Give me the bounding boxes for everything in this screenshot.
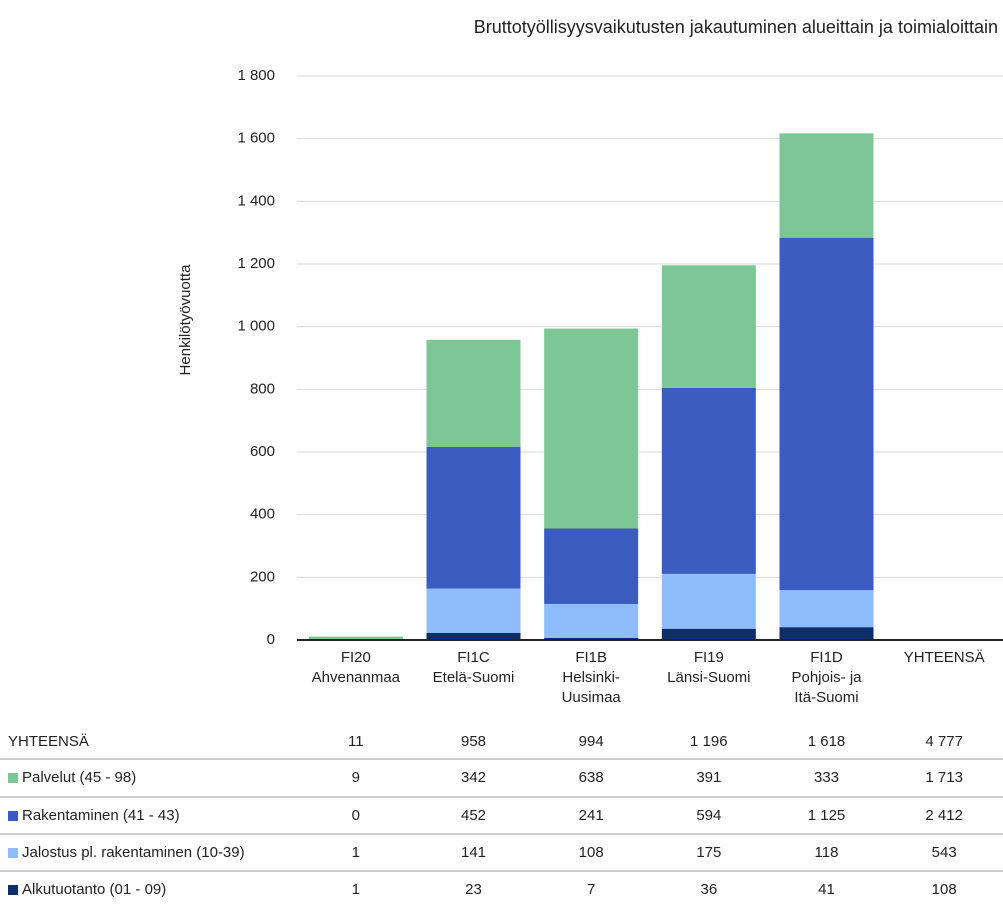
x-tick-label: Pohjois- ja — [791, 669, 862, 686]
x-tick-label: FI19 — [694, 649, 724, 666]
y-tick-label: 200 — [250, 568, 275, 585]
x-tick-label: Länsi-Suomi — [667, 669, 750, 686]
table-cell: 36 — [700, 881, 717, 898]
table-row-label: YHTEENSÄ — [8, 733, 89, 750]
table-cell: 452 — [461, 807, 486, 824]
table-cell: 2 412 — [925, 807, 963, 824]
table-cell: 638 — [579, 769, 604, 786]
table-cell: 594 — [696, 807, 721, 824]
bar-segment — [662, 388, 756, 574]
bar-segment — [662, 574, 756, 629]
table-cell: 0 — [352, 807, 360, 824]
bar-segment — [544, 329, 638, 529]
y-tick-label: 0 — [267, 631, 275, 648]
table-cell: 118 — [815, 844, 839, 861]
legend-swatch — [8, 848, 18, 858]
bar-segment — [427, 633, 521, 640]
y-tick-label: 1 400 — [237, 192, 275, 209]
table-cell: 958 — [461, 733, 486, 750]
bar-segment — [662, 629, 756, 640]
table-cell: 175 — [696, 844, 721, 861]
legend-label: Alkutuotanto (01 - 09) — [22, 881, 166, 898]
table-cell: 108 — [932, 881, 957, 898]
bar-segment — [780, 590, 874, 627]
table-cell: 23 — [465, 881, 482, 898]
x-tick-label: FI1B — [575, 649, 607, 666]
table-cell: 342 — [461, 769, 486, 786]
table-cell: 141 — [461, 844, 486, 861]
legend-label: Rakentaminen (41 - 43) — [22, 807, 180, 824]
table-cell: 241 — [579, 807, 604, 824]
table-cell: 1 618 — [808, 733, 846, 750]
table-cell: 1 — [352, 881, 360, 898]
table-cell: 994 — [579, 733, 604, 750]
bar-segment — [544, 604, 638, 638]
y-tick-label: 1 600 — [237, 130, 275, 147]
x-tick-label: Itä-Suomi — [794, 689, 858, 706]
table-cell: 391 — [696, 769, 721, 786]
y-tick-label: 800 — [250, 380, 275, 397]
bar-segment — [780, 238, 874, 591]
bar-segment — [544, 528, 638, 604]
table-cell: 1 713 — [925, 769, 963, 786]
x-tick-label: FI20 — [341, 649, 371, 666]
bar-segment — [780, 627, 874, 640]
y-tick-label: 600 — [250, 443, 275, 460]
table-cell: 4 777 — [925, 733, 963, 750]
x-tick-label: FI1D — [810, 649, 843, 666]
table-cell: 41 — [818, 881, 835, 898]
legend-label: Jalostus pl. rakentaminen (10-39) — [22, 844, 245, 861]
bar-segment — [427, 447, 521, 589]
table-cell: 1 — [352, 844, 360, 861]
y-tick-label: 1 200 — [237, 255, 275, 272]
x-tick-label: YHTEENSÄ — [904, 649, 985, 666]
bar-segment — [427, 589, 521, 633]
x-tick-label: FI1C — [457, 649, 490, 666]
legend-label: Palvelut (45 - 98) — [22, 769, 136, 786]
chart-title: Bruttotyöllisyysvaikutusten jakautuminen… — [474, 17, 998, 37]
x-tick-label: Etelä-Suomi — [433, 669, 515, 686]
table-cell: 7 — [587, 881, 595, 898]
table-cell: 9 — [352, 769, 360, 786]
table-cell: 1 196 — [690, 733, 728, 750]
x-tick-label: Ahvenanmaa — [312, 669, 401, 686]
table-cell: 1 125 — [808, 807, 846, 824]
legend-swatch — [8, 773, 18, 783]
y-tick-label: 400 — [250, 506, 275, 523]
legend-swatch — [8, 885, 18, 895]
table-cell: 333 — [814, 769, 839, 786]
table-cell: 11 — [348, 733, 364, 750]
y-tick-label: 1 000 — [237, 318, 275, 335]
bar-segment — [309, 637, 403, 640]
bar-segment — [780, 133, 874, 237]
y-axis-label: Henkilötyövuotta — [177, 264, 194, 376]
y-tick-label: 1 800 — [237, 67, 275, 84]
bar-segment — [662, 265, 756, 388]
table-cell: 108 — [579, 844, 604, 861]
x-tick-label: Helsinki- — [562, 669, 620, 686]
table-cell: 543 — [932, 844, 957, 861]
bar-segment — [427, 340, 521, 447]
legend-swatch — [8, 811, 18, 821]
x-tick-label: Uusimaa — [562, 689, 622, 706]
